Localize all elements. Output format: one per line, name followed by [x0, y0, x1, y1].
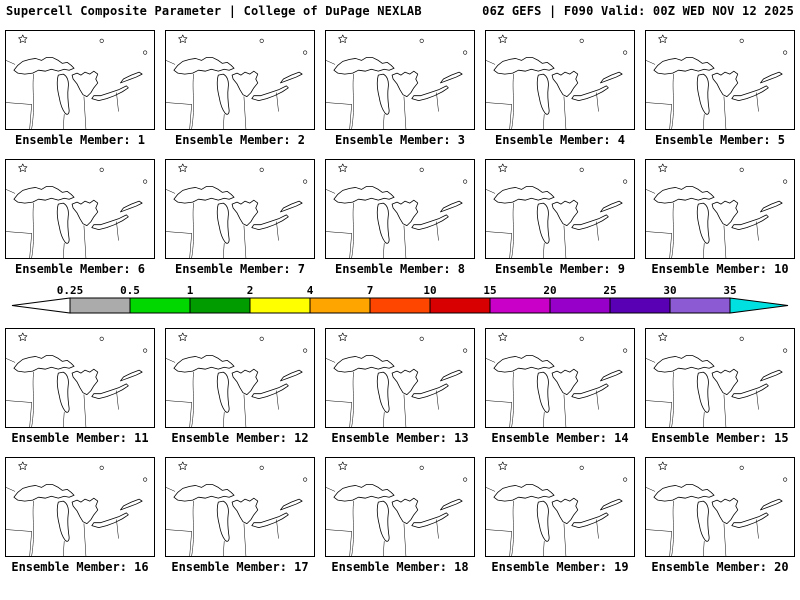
- great-lakes-map: [485, 457, 635, 557]
- ensemble-member-caption: Ensemble Member: 8: [334, 262, 466, 276]
- ensemble-member-caption: Ensemble Member: 2: [174, 133, 306, 147]
- ensemble-member-caption: Ensemble Member: 12: [171, 431, 309, 445]
- great-lakes-map: [165, 30, 315, 130]
- ensemble-row-2: Ensemble Member: 6 Ensemble Member: 7 En…: [0, 159, 800, 276]
- colorbar-tick-label: 30: [663, 284, 676, 297]
- ensemble-map-panel: Ensemble Member: 5: [645, 30, 795, 147]
- title-bar: Supercell Composite Parameter | College …: [0, 0, 800, 18]
- ensemble-row-4: Ensemble Member: 16 Ensemble Member: 17 …: [0, 457, 800, 574]
- colorbar-tick-label: 20: [543, 284, 556, 297]
- great-lakes-map: [645, 159, 795, 259]
- colorbar-segment: [669, 297, 731, 314]
- ensemble-map-panel: Ensemble Member: 11: [5, 328, 155, 445]
- ensemble-map-panel: Ensemble Member: 9: [485, 159, 635, 276]
- colorbar-tick-label: 1: [187, 284, 194, 297]
- ensemble-member-caption: Ensemble Member: 4: [494, 133, 626, 147]
- ensemble-map-panel: Ensemble Member: 12: [165, 328, 315, 445]
- ensemble-map-panel: Ensemble Member: 8: [325, 159, 475, 276]
- colorbar-tick-label: 0.25: [57, 284, 84, 297]
- colorbar-tick-label: 0.5: [120, 284, 140, 297]
- ensemble-map-panel: Ensemble Member: 1: [5, 30, 155, 147]
- colorbar-tick-label: 15: [483, 284, 496, 297]
- great-lakes-map: [165, 159, 315, 259]
- colorbar-segment: [489, 297, 551, 314]
- ensemble-map-panel: Ensemble Member: 2: [165, 30, 315, 147]
- ensemble-member-caption: Ensemble Member: 15: [651, 431, 789, 445]
- ensemble-member-caption: Ensemble Member: 17: [171, 560, 309, 574]
- ensemble-map-panel: Ensemble Member: 7: [165, 159, 315, 276]
- colorbar-segment: [549, 297, 611, 314]
- ensemble-member-caption: Ensemble Member: 6: [14, 262, 146, 276]
- ensemble-map-panel: Ensemble Member: 13: [325, 328, 475, 445]
- ensemble-member-caption: Ensemble Member: 13: [331, 431, 469, 445]
- ensemble-member-caption: Ensemble Member: 19: [491, 560, 629, 574]
- great-lakes-map: [325, 159, 475, 259]
- great-lakes-map: [165, 328, 315, 428]
- product-title: Supercell Composite Parameter | College …: [6, 4, 422, 18]
- great-lakes-map: [5, 159, 155, 259]
- ensemble-row-3: Ensemble Member: 11 Ensemble Member: 12 …: [0, 328, 800, 445]
- colorbar-left-arrow: [11, 297, 71, 314]
- ensemble-member-caption: Ensemble Member: 1: [14, 133, 146, 147]
- great-lakes-map: [485, 328, 635, 428]
- colorbar-tick-label: 10: [423, 284, 436, 297]
- ensemble-member-caption: Ensemble Member: 5: [654, 133, 786, 147]
- colorbar-segment: [129, 297, 191, 314]
- colorbar-segment: [69, 297, 131, 314]
- ensemble-map-panel: Ensemble Member: 16: [5, 457, 155, 574]
- colorbar-segment: [369, 297, 431, 314]
- colorbar-segment: [309, 297, 371, 314]
- ensemble-member-caption: Ensemble Member: 11: [11, 431, 149, 445]
- colorbar-tick-label: 25: [603, 284, 616, 297]
- ensemble-map-panel: Ensemble Member: 20: [645, 457, 795, 574]
- great-lakes-map: [325, 328, 475, 428]
- colorbar-scale: 0.25 0.5 1 2 4 7 10 15 20 25 30 35: [11, 284, 789, 314]
- great-lakes-map: [485, 30, 635, 130]
- ensemble-row-1: Ensemble Member: 1 Ensemble Member: 2 En…: [0, 30, 800, 147]
- ensemble-member-caption: Ensemble Member: 18: [331, 560, 469, 574]
- ensemble-map-panel: Ensemble Member: 15: [645, 328, 795, 445]
- ensemble-map-panel: Ensemble Member: 6: [5, 159, 155, 276]
- colorbar-segment: [429, 297, 491, 314]
- great-lakes-map: [5, 30, 155, 130]
- great-lakes-map: [645, 457, 795, 557]
- run-valid-info: 06Z GEFS | F090 Valid: 00Z WED NOV 12 20…: [482, 4, 794, 18]
- ensemble-member-caption: Ensemble Member: 9: [494, 262, 626, 276]
- great-lakes-map: [645, 328, 795, 428]
- colorbar-tick-label: 35: [723, 284, 736, 297]
- ensemble-member-caption: Ensemble Member: 14: [491, 431, 629, 445]
- ensemble-map-panel: Ensemble Member: 14: [485, 328, 635, 445]
- ensemble-map-panel: Ensemble Member: 4: [485, 30, 635, 147]
- colorbar-right-arrow: [729, 297, 789, 314]
- great-lakes-map: [5, 328, 155, 428]
- ensemble-map-panel: Ensemble Member: 18: [325, 457, 475, 574]
- great-lakes-map: [165, 457, 315, 557]
- great-lakes-map: [645, 30, 795, 130]
- scp-colorbar: 0.25 0.5 1 2 4 7 10 15 20 25 30 35: [8, 284, 792, 316]
- great-lakes-map: [485, 159, 635, 259]
- ensemble-member-caption: Ensemble Member: 7: [174, 262, 306, 276]
- ensemble-map-panel: Ensemble Member: 19: [485, 457, 635, 574]
- ensemble-map-panel: Ensemble Member: 10: [645, 159, 795, 276]
- great-lakes-map: [325, 30, 475, 130]
- colorbar-tick-label: 2: [247, 284, 254, 297]
- ensemble-map-panel: Ensemble Member: 17: [165, 457, 315, 574]
- great-lakes-map: [5, 457, 155, 557]
- colorbar-segment: [189, 297, 251, 314]
- ensemble-map-panel: Ensemble Member: 3: [325, 30, 475, 147]
- ensemble-member-caption: Ensemble Member: 3: [334, 133, 466, 147]
- great-lakes-map: [325, 457, 475, 557]
- ensemble-member-caption: Ensemble Member: 10: [651, 262, 789, 276]
- colorbar-segment: [249, 297, 311, 314]
- colorbar-tick-label: 7: [367, 284, 374, 297]
- colorbar-tick-label: 4: [307, 284, 314, 297]
- ensemble-member-caption: Ensemble Member: 20: [651, 560, 789, 574]
- ensemble-member-caption: Ensemble Member: 16: [11, 560, 149, 574]
- colorbar-segment: [609, 297, 671, 314]
